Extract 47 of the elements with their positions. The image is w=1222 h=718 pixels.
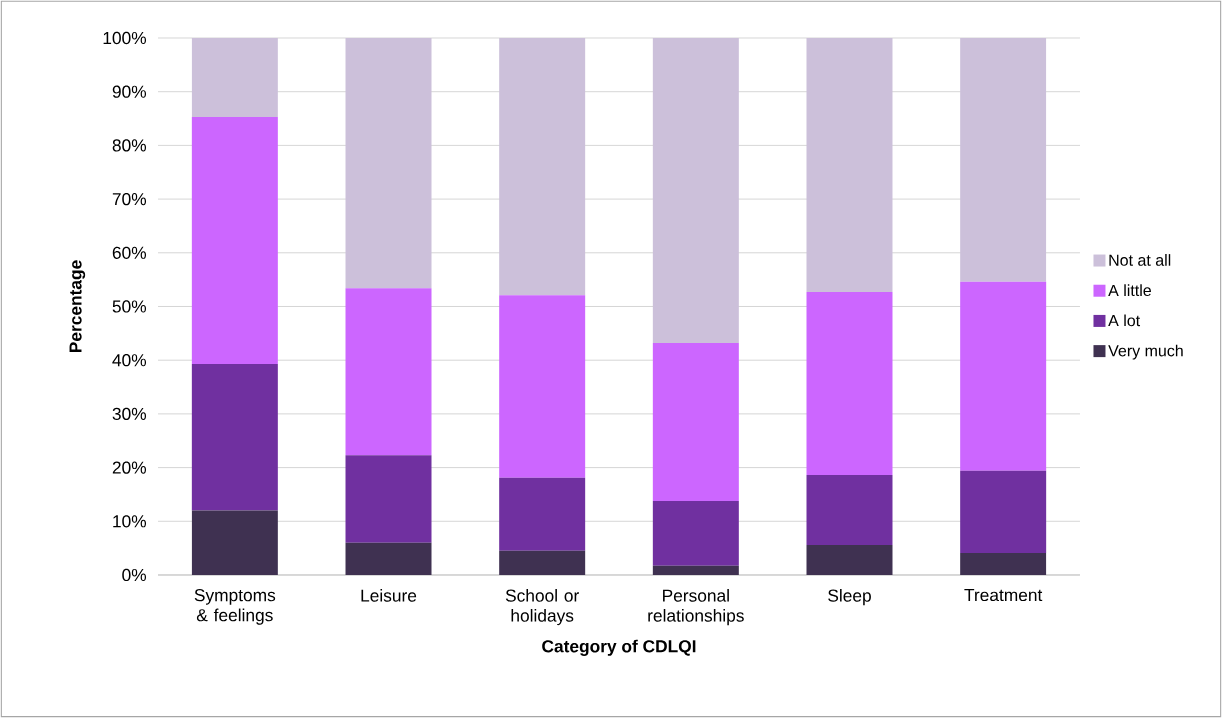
bar: [499, 550, 586, 575]
x-tick-label: Personal relationships: [648, 589, 744, 626]
bar: [499, 38, 586, 296]
bar: [960, 38, 1047, 282]
bar: [960, 470, 1047, 553]
y-tick-label: 30%: [112, 407, 147, 421]
x-tick-label: Leisure: [361, 589, 417, 602]
bar: [652, 500, 739, 566]
y-tick-label: 60%: [112, 246, 147, 259]
bar: [960, 281, 1047, 471]
y-tick-label: 0%: [122, 568, 147, 582]
y-tick-label: 100%: [103, 31, 147, 45]
bar: [806, 291, 893, 476]
y-tick-label: 10%: [113, 515, 147, 528]
legend-label: A little: [1108, 284, 1151, 297]
y-tick-label: 90%: [112, 85, 147, 98]
bar: [499, 477, 586, 551]
y-tick-label: 40%: [112, 354, 147, 367]
x-tick-label: School or holidays: [505, 589, 579, 626]
bar: [499, 295, 586, 478]
y-tick-label: 20%: [112, 461, 147, 474]
bar: [345, 455, 432, 543]
bar: [345, 288, 432, 456]
legend-label: A lot: [1108, 314, 1141, 327]
y-axis-title: Percentage: [69, 260, 86, 353]
bar: [806, 544, 893, 575]
bar: [806, 475, 893, 545]
x-tick-label: Symptoms & feelings: [194, 589, 276, 625]
y-tick-label: 70%: [112, 192, 147, 206]
bar: [191, 38, 278, 117]
bar: [345, 542, 432, 575]
bar: [345, 38, 432, 289]
bar: [191, 116, 278, 364]
x-tick-label: Treatment: [964, 589, 1043, 602]
bar: [960, 552, 1047, 575]
bar: [652, 343, 739, 501]
y-tick-label: 80%: [112, 139, 147, 152]
legend-label: Very much: [1108, 344, 1183, 360]
y-tick-label: 50%: [112, 300, 147, 313]
bar: [652, 38, 739, 344]
x-tick-label: Sleep: [828, 589, 871, 606]
bar: [652, 565, 739, 575]
bar: [191, 363, 278, 511]
x-axis-title: Category of CDLQI: [542, 639, 696, 656]
bar: [806, 38, 893, 292]
legend-label: Not at all: [1109, 254, 1171, 266]
bar: [191, 510, 278, 575]
